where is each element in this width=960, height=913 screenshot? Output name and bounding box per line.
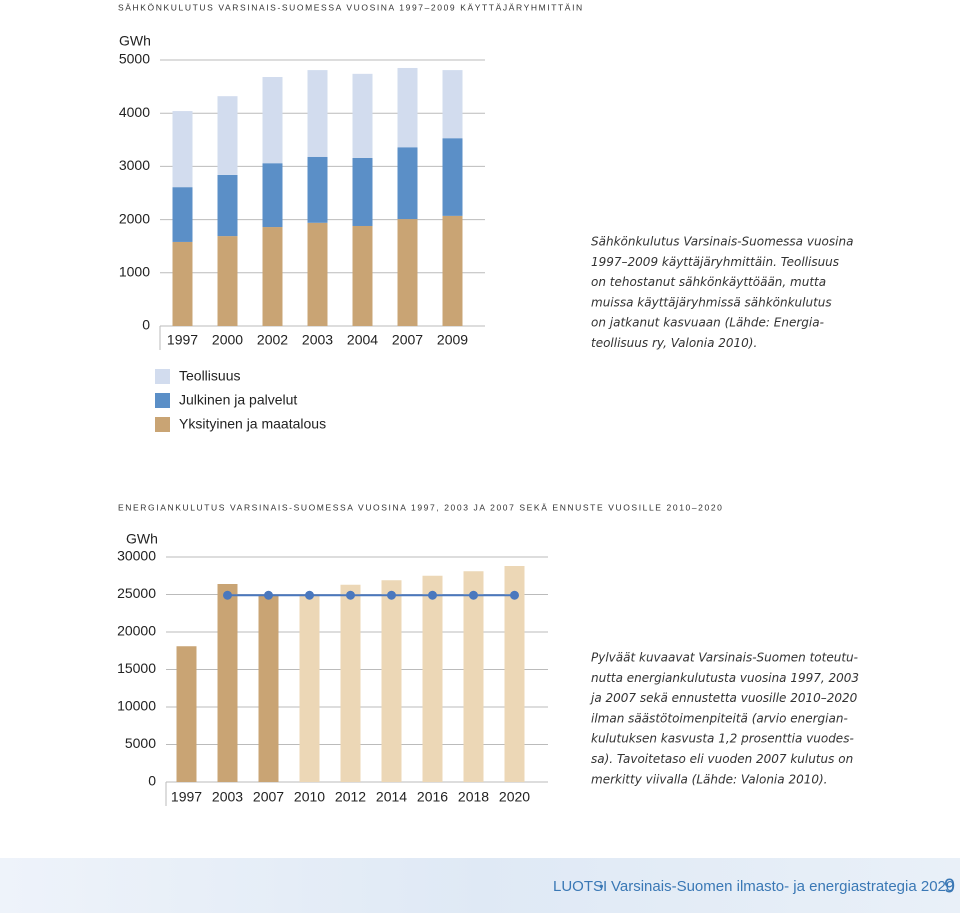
legend-label: Julkinen ja palvelut (179, 392, 297, 408)
bar-segment (172, 111, 193, 188)
y-tick-label: 15000 (117, 660, 156, 676)
caption-line: kulutuksen kasvusta 1,2 prosenttia vuode… (591, 732, 854, 746)
legend-label: Teollisuus (179, 368, 240, 384)
x-tick-label: 2003 (212, 789, 243, 805)
bar (176, 646, 197, 782)
caption-line: ilman säästötoimenpiteitä (arvio energia… (591, 711, 848, 725)
y-axis-unit: GWh (126, 531, 158, 547)
bar (217, 584, 238, 782)
caption-line: teollisuus ry, Valonia 2010). (591, 336, 757, 350)
caption-line: on jatkanut kasvuaan (Lähde: Energia- (591, 316, 824, 330)
bar (381, 580, 402, 782)
footer-title: Varsinais-Suomen ilmasto- ja energiastra… (611, 878, 954, 895)
y-tick-label: 3000 (119, 157, 150, 173)
caption-line: Pylväät kuvaavat Varsinais-Suomen toteut… (591, 651, 858, 665)
legend-label: Yksityinen ja maatalous (179, 416, 326, 432)
legend-swatch (155, 369, 170, 384)
bar-segment (442, 215, 463, 326)
bar-segment (307, 222, 328, 326)
x-tick-label: 1997 (167, 332, 198, 348)
y-tick-label: 20000 (117, 623, 156, 639)
bar-segment (262, 163, 283, 228)
bar (463, 571, 484, 782)
bar-segment (217, 174, 238, 237)
x-tick-label: 2010 (294, 789, 325, 805)
bar-segment (397, 219, 418, 326)
bar-segment (397, 67, 418, 148)
x-tick-label: 2012 (335, 789, 366, 805)
x-tick-label: 2016 (417, 789, 448, 805)
x-tick-label: 2014 (376, 789, 407, 805)
y-tick-label: 10000 (117, 698, 156, 714)
x-tick-label: 2018 (458, 789, 489, 805)
footer-separator: • (599, 878, 604, 893)
bar-segment (262, 77, 283, 164)
y-tick-label: 5000 (125, 735, 156, 751)
legend-swatch (155, 393, 170, 408)
bar-segment (352, 73, 373, 158)
bar (258, 596, 279, 782)
caption-line: muissa käyttäjäryhmissä sähkönkulutus (591, 295, 832, 309)
y-tick-label: 2000 (119, 210, 150, 226)
bar-segment (307, 156, 328, 223)
chart-title: SÄHKÖNKULUTUS VARSINAIS-SUOMESSA VUOSINA… (118, 2, 584, 12)
bar-segment (352, 225, 373, 326)
target-point (223, 590, 232, 600)
x-tick-label: 2007 (392, 332, 423, 348)
target-point (387, 590, 396, 600)
x-tick-label: 2002 (257, 332, 288, 348)
legend-swatch (155, 417, 170, 432)
y-axis-unit: GWh (119, 33, 151, 49)
x-tick-label: 2003 (302, 332, 333, 348)
bar-segment (442, 138, 463, 216)
x-tick-label: 1997 (171, 789, 202, 805)
target-point (264, 590, 273, 600)
y-tick-label: 0 (148, 773, 156, 789)
target-point (510, 590, 519, 600)
x-tick-label: 2009 (437, 332, 468, 348)
caption-line: ja 2007 sekä ennustetta vuosille 2010–20… (589, 691, 858, 705)
page-number: 9 (944, 875, 955, 897)
bar-segment (442, 70, 463, 139)
bar-segment (352, 157, 373, 226)
bar-segment (262, 227, 283, 326)
bar-segment (172, 241, 193, 326)
bar-segment (172, 187, 193, 242)
y-tick-label: 4000 (119, 104, 150, 120)
footer-band (0, 858, 960, 913)
caption-line: on tehostanut sähkönkäyttöään, mutta (591, 275, 826, 289)
bar (504, 566, 525, 782)
y-tick-label: 0 (142, 317, 150, 333)
y-tick-label: 25000 (117, 585, 156, 601)
y-tick-label: 1000 (119, 264, 150, 280)
bar (299, 596, 320, 782)
target-point (305, 590, 314, 600)
chart-title: ENERGIANKULUTUS VARSINAIS-SUOMESSA VUOSI… (118, 502, 723, 512)
target-point (346, 590, 355, 600)
caption-line: sa). Tavoitetaso eli vuoden 2007 kulutus… (591, 752, 853, 766)
x-tick-label: 2004 (347, 332, 378, 348)
y-tick-label: 30000 (117, 548, 156, 564)
bar-segment (217, 96, 238, 175)
bar-segment (217, 236, 238, 326)
y-tick-label: 5000 (119, 51, 150, 67)
bar-segment (397, 147, 418, 220)
x-tick-label: 2020 (499, 789, 530, 805)
target-point (428, 590, 437, 600)
bar (422, 575, 443, 782)
x-tick-label: 2000 (212, 332, 243, 348)
bar (340, 584, 361, 782)
caption-line: nutta energiankulutusta vuosina 1997, 20… (591, 671, 859, 685)
footer-brand: LUOTSI (553, 878, 607, 895)
bar-segment (307, 70, 328, 157)
caption-line: 1997–2009 käyttäjäryhmittäin. Teollisuus (591, 255, 839, 269)
target-point (469, 590, 478, 600)
caption-line: merkitty viivalla (Lähde: Valonia 2010). (591, 772, 827, 786)
x-tick-label: 2007 (253, 789, 284, 805)
caption-line: Sähkönkulutus Varsinais-Suomessa vuosina (591, 235, 853, 249)
